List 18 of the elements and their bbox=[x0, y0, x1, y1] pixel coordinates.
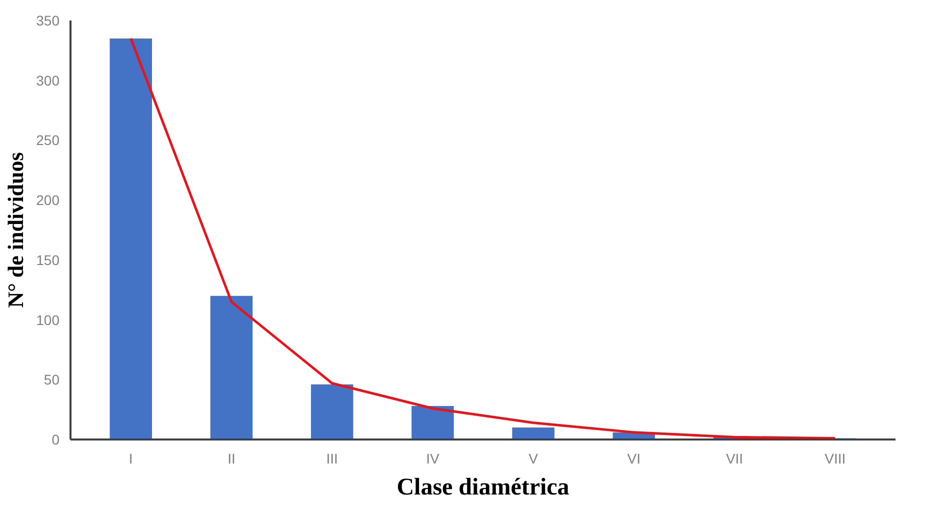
y-tick-label: 50 bbox=[44, 372, 60, 388]
x-tick-label: II bbox=[228, 450, 236, 466]
y-tick-label: 100 bbox=[36, 312, 60, 328]
y-tick-label: 200 bbox=[36, 192, 60, 208]
x-tick-label: III bbox=[326, 450, 338, 466]
y-tick-label: 0 bbox=[52, 432, 60, 448]
x-tick-label: I bbox=[128, 450, 133, 466]
y-tick-label: 300 bbox=[36, 72, 60, 88]
x-axis-title: Clase diamétrica bbox=[396, 474, 570, 500]
y-tick-label: 350 bbox=[36, 12, 60, 28]
x-tick-label: V bbox=[528, 450, 539, 466]
x-tick-label: VI bbox=[627, 450, 641, 466]
y-axis-title: N° de individuos bbox=[3, 152, 28, 308]
y-tick-label: 250 bbox=[36, 132, 60, 148]
y-tick-label: 150 bbox=[36, 252, 60, 268]
x-tick-label: IV bbox=[426, 450, 440, 466]
x-tick-label: VII bbox=[726, 450, 744, 466]
x-tick-label: VIII bbox=[824, 450, 846, 466]
